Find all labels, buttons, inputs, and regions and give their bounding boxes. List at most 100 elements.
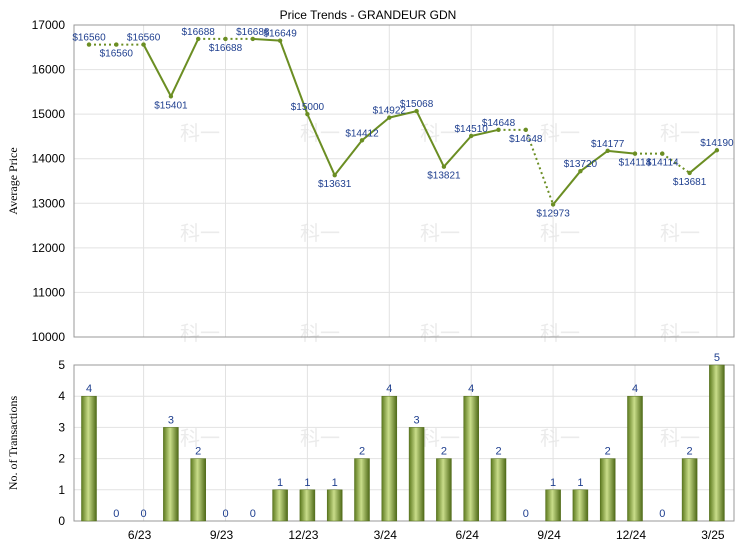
transaction-count-label: 5 xyxy=(714,352,720,364)
price-data-label: $14114 xyxy=(646,158,679,169)
price-data-label: $16560 xyxy=(72,33,106,44)
price-data-label: $14114 xyxy=(619,158,652,169)
price-line-segment xyxy=(279,40,309,115)
price-line-segment xyxy=(415,110,445,168)
transaction-bar xyxy=(463,395,479,522)
price-data-label: $13631 xyxy=(318,179,352,190)
price-line-segment xyxy=(579,150,609,172)
transaction-count-label: 1 xyxy=(550,477,556,489)
transaction-count-label: 1 xyxy=(277,477,283,489)
price-data-label: $15401 xyxy=(154,100,188,111)
price-y-tick-label: 17000 xyxy=(32,18,66,32)
transaction-count-label: 1 xyxy=(332,477,338,489)
price-data-label: $16560 xyxy=(100,49,134,60)
watermark-glyph: 科一 xyxy=(300,321,340,345)
transaction-bar xyxy=(545,489,561,522)
price-point xyxy=(414,108,419,114)
transaction-bar-layer: 4 0 0 3 2 0 0 1 1 1 2 4 3 2 4 2 0 1 1 2 4 0 2 5 xyxy=(81,352,725,522)
price-data-label: $16688 xyxy=(236,27,270,38)
transaction-bar xyxy=(299,489,316,522)
price-point xyxy=(660,151,665,156)
bar-y-tick-label: 3 xyxy=(58,420,65,434)
price-data-label: $14177 xyxy=(591,139,625,150)
x-tick-label: 9/23 xyxy=(210,528,234,542)
transaction-count-label: 0 xyxy=(250,508,256,520)
watermark-glyph: 科一 xyxy=(420,221,460,245)
price-data-label: $14190 xyxy=(700,138,734,149)
price-y-tick-label: 10000 xyxy=(32,330,66,344)
price-y-tick-label: 11000 xyxy=(33,285,66,299)
transaction-count-label: 2 xyxy=(687,446,693,458)
price-point xyxy=(496,127,501,133)
price-y-tick-label: 16000 xyxy=(32,63,66,77)
transaction-count-label: 4 xyxy=(468,383,474,395)
price-y-tick-label: 13000 xyxy=(32,196,66,210)
axis-layer: Average Price No. of Transactions 100001… xyxy=(6,18,725,542)
transaction-bar xyxy=(190,458,206,522)
price-line-segment xyxy=(389,110,417,119)
transaction-count-label: 0 xyxy=(113,508,119,520)
watermark-glyph: 科一 xyxy=(300,426,340,450)
price-data-label: $16560 xyxy=(127,33,161,44)
chart-title: Price Trends - GRANDEUR GDN xyxy=(280,8,457,22)
transaction-count-label: 4 xyxy=(386,383,392,395)
price-y-tick-label: 15000 xyxy=(32,107,66,121)
price-data-label: $15000 xyxy=(291,102,325,113)
transaction-count-label: 1 xyxy=(304,477,310,489)
watermark-glyph: 科一 xyxy=(660,221,700,245)
price-line-segment xyxy=(443,135,472,168)
watermark-glyph: 科一 xyxy=(660,321,700,345)
price-data-label: $12973 xyxy=(536,208,570,219)
x-tick-label: 6/24 xyxy=(456,528,480,542)
transaction-bar xyxy=(272,489,288,522)
watermark-glyph: 科一 xyxy=(180,121,220,145)
price-data-label: $14648 xyxy=(482,118,516,129)
watermark-glyph: 科一 xyxy=(540,121,580,145)
watermark-glyph: 科一 xyxy=(180,221,220,245)
watermark-glyph: 科一 xyxy=(660,426,700,450)
price-line-segment xyxy=(142,44,172,97)
transaction-bar xyxy=(572,489,589,522)
price-line-segment xyxy=(552,170,582,206)
price-line-segment xyxy=(252,37,281,42)
x-tick-label: 3/24 xyxy=(374,528,398,542)
bar-plot-frame xyxy=(73,364,735,522)
price-point xyxy=(332,172,337,178)
price-line-segment xyxy=(661,152,691,174)
bar-y-tick-label: 2 xyxy=(58,452,65,466)
price-point xyxy=(605,148,610,154)
x-tick-label: 12/23 xyxy=(288,528,318,542)
price-point xyxy=(114,42,119,47)
transaction-bar xyxy=(326,489,343,522)
transaction-count-label: 0 xyxy=(222,508,228,520)
transaction-count-label: 2 xyxy=(495,446,501,458)
x-tick-label: 3/25 xyxy=(701,528,725,542)
price-line-segment xyxy=(333,139,363,176)
transaction-count-label: 2 xyxy=(195,446,201,458)
transaction-bar xyxy=(709,364,725,522)
watermark-glyph: 科一 xyxy=(540,221,580,245)
transaction-count-label: 2 xyxy=(441,446,447,458)
transaction-count-label: 2 xyxy=(359,446,365,458)
price-point xyxy=(632,151,638,156)
price-line-segment xyxy=(361,116,390,142)
bar-y-axis-title: No. of Transactions xyxy=(6,396,20,491)
watermark-glyph: 科一 xyxy=(540,426,580,450)
price-data-label: $15068 xyxy=(400,99,434,110)
price-data-label: $16688 xyxy=(209,43,243,54)
transaction-bar xyxy=(354,458,370,522)
price-data-label: $16688 xyxy=(182,27,216,38)
bar-y-tick-label: 5 xyxy=(58,358,65,372)
price-point xyxy=(141,42,146,47)
price-point xyxy=(523,127,528,133)
price-point xyxy=(714,148,720,153)
watermark-glyph: 科一 xyxy=(660,121,700,145)
price-line-segment xyxy=(470,128,499,137)
watermark-glyph: 科一 xyxy=(540,321,580,345)
transaction-bar xyxy=(81,395,97,522)
price-point xyxy=(168,94,174,99)
watermark-glyph: 科一 xyxy=(300,221,340,245)
price-point xyxy=(578,168,583,174)
price-line-segment xyxy=(607,149,636,155)
